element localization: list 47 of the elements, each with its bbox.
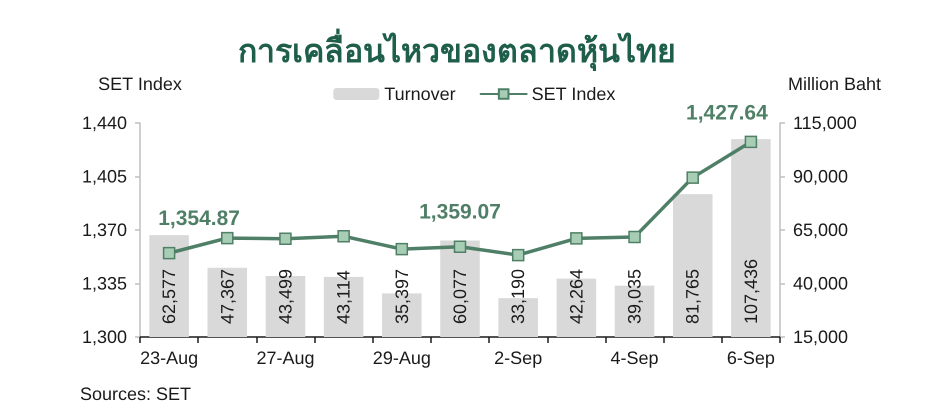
data-label: 35,397 — [392, 268, 412, 324]
data-label: 107,436 — [740, 258, 761, 324]
point — [454, 240, 466, 253]
legend-label: Turnover — [384, 84, 456, 104]
data-label: 81,765 — [682, 268, 703, 324]
y2-tick-label: 15,000 — [793, 327, 848, 347]
y-axis-title: SET Index — [98, 74, 182, 94]
y-tick-label: 1,440 — [82, 113, 127, 133]
data-label: 1,354.87 — [158, 206, 240, 230]
data-label: 1,359.07 — [419, 200, 501, 224]
x-tick-label: 6-Sep — [726, 348, 775, 368]
point — [686, 171, 699, 184]
y2-tick-label: 40,000 — [793, 274, 848, 294]
legend-label: SET Index — [532, 84, 616, 104]
y2-axis-title: Million Baht — [788, 74, 882, 94]
x-tick-label: 4-Sep — [610, 348, 659, 368]
point — [396, 242, 408, 256]
y-tick-label: 1,370 — [82, 220, 127, 240]
y2-tick-label: 65,000 — [793, 220, 848, 240]
point — [744, 136, 758, 148]
chart-title: การเคลื่อนไหวของตลาดหุ้นไทย — [238, 28, 676, 72]
point — [221, 232, 234, 244]
point — [570, 232, 583, 245]
y-tick-label: 1,405 — [82, 166, 127, 186]
y-tick-label: 1,335 — [82, 274, 127, 294]
data-label: 43,499 — [275, 268, 296, 324]
x-tick-label: 29-Aug — [372, 348, 431, 368]
y2-tick-label: 90,000 — [793, 166, 848, 186]
data-label: 43,114 — [334, 270, 354, 324]
point — [337, 230, 350, 243]
y2-tick-label: 115,000 — [793, 113, 857, 133]
point — [162, 246, 176, 260]
x-tick-label: 27-Aug — [256, 348, 314, 368]
y-tick-label: 1,300 — [82, 327, 127, 347]
data-label: 1,427.64 — [686, 102, 768, 125]
data-label: 39,035 — [624, 268, 645, 324]
point — [279, 232, 292, 245]
data-label: 47,367 — [217, 268, 238, 324]
data-label: 60,077 — [450, 268, 470, 324]
x-tick-label: 23-Aug — [140, 348, 198, 368]
x-tick-label: 2-Sep — [494, 348, 542, 368]
point — [628, 230, 641, 244]
data-label: 62,577 — [159, 268, 180, 324]
source-note: Sources: SET — [80, 384, 192, 404]
data-label: 42,264 — [566, 268, 586, 324]
data-label: 33,190 — [508, 268, 528, 324]
point — [512, 248, 524, 262]
